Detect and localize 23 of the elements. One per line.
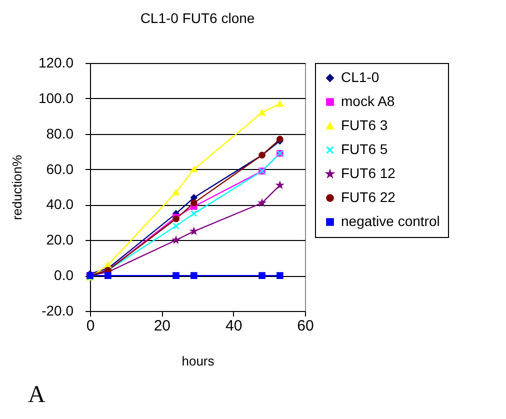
y-tick-label: 60.0 [46, 160, 74, 177]
x-tick-label: 60 [297, 318, 314, 334]
x-axis-title: hours [182, 354, 215, 368]
x-tick-label: 0 [86, 318, 95, 334]
text: A [28, 382, 46, 409]
y-tick-label: 120.0 [38, 54, 74, 70]
x-tick-label: 40 [225, 318, 242, 334]
legend-label: negative control [341, 213, 440, 229]
y-tick-label: 40.0 [46, 196, 74, 212]
y-tick-label: -20.0 [42, 302, 74, 318]
legend-label: FUT6 22 [341, 189, 396, 205]
legend-label: mock A8 [341, 93, 395, 109]
y-tick-label: 20.0 [46, 232, 74, 248]
y-tick-label: 0.0 [54, 267, 74, 284]
legend-label: FUT6 12 [341, 165, 396, 181]
legend-label: CL1-0 [341, 69, 380, 85]
x-tick-label: 20 [154, 318, 171, 334]
legend-label: FUT6 5 [341, 141, 388, 157]
y-axis-title: reduction% [9, 154, 24, 220]
y-tick-label: 80.0 [46, 125, 74, 142]
legend-label: FUT6 3 [341, 117, 388, 133]
chart-title: CL1-0 FUT6 clone [140, 10, 255, 26]
y-tick-label: 100.0 [38, 90, 74, 106]
